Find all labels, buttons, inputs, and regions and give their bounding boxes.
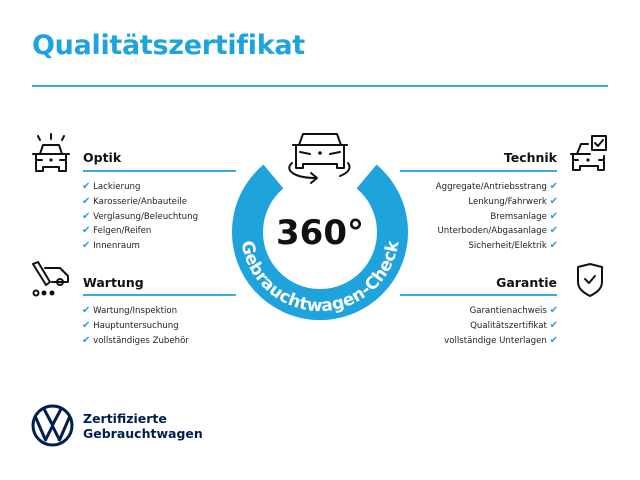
list-wartung: ✔ Wartung/Inspektion ✔ Hauptuntersuchung… [82, 304, 189, 348]
check-icon: ✔ [82, 225, 91, 237]
list-item: ✔ vollständiges Zubehör [82, 334, 189, 346]
check-icon: ✔ [82, 305, 91, 316]
badge-value: 360° [276, 213, 364, 253]
list-item: ✔ Lackierung [82, 181, 141, 192]
check-icon: ✔ [549, 334, 558, 346]
footer-line2: Gebrauchtwagen [83, 426, 203, 441]
car-checkbox-icon [570, 135, 607, 171]
check-icon: ✔ [549, 240, 558, 252]
car-emblem [318, 151, 322, 155]
shield-check-icon [577, 263, 603, 297]
list-item: ✔ Verglasung/Beleuchtung [82, 210, 199, 222]
list-item: ✔ Wartung/Inspektion [82, 305, 178, 316]
check-icon: ✔ [549, 319, 558, 331]
title-divider [32, 85, 608, 87]
check-icon: ✔ [82, 181, 91, 192]
section-heading-garantie: Garantie [496, 275, 557, 290]
list-item: Unterboden/Abgasanlage ✔ [437, 225, 559, 237]
check-icon: ✔ [82, 240, 91, 252]
list-item: Lenkung/Fahrwerk ✔ [468, 195, 558, 207]
page-title: Qualitätszertifikat [32, 30, 305, 61]
vw-logo [31, 404, 74, 447]
list-optik: ✔ Lackierung ✔ Karosserie/Anbauteile ✔ V… [82, 180, 198, 254]
list-item: Qualitätszertifikat ✔ [470, 319, 558, 331]
check-icon: ✔ [82, 334, 91, 346]
list-item: Bremsanlage ✔ [490, 210, 558, 222]
check-icon: ✔ [82, 195, 91, 207]
list-technik: Aggregate/Antriebsstrang ✔ Lenkung/Fahrw… [380, 180, 558, 254]
list-item: ✔ Felgen/Reifen [82, 225, 152, 237]
divider-wartung [83, 294, 236, 296]
divider-technik [400, 170, 557, 172]
list-item: ✔ Karosserie/Anbauteile [82, 195, 188, 207]
car-lights-icon [32, 133, 70, 172]
list-item: vollständige Unterlagen ✔ [444, 334, 558, 346]
car-360-icon [288, 133, 351, 184]
divider-optik [83, 170, 236, 172]
check-icon: ✔ [549, 210, 558, 222]
check-icon: ✔ [549, 305, 558, 316]
list-item: Sicherheit/Elektrik ✔ [468, 240, 558, 252]
check-icon: ✔ [82, 319, 91, 331]
footer-line1: Zertifizierte [83, 411, 167, 426]
section-heading-wartung: Wartung [83, 275, 144, 290]
section-heading-technik: Technik [503, 150, 557, 165]
list-item: Garantienachweis ✔ [469, 305, 558, 316]
check-icon: ✔ [549, 181, 558, 192]
check-icon: ✔ [549, 225, 558, 237]
divider-garantie [400, 294, 557, 296]
section-heading-optik: Optik [83, 150, 122, 165]
badge-ring [232, 164, 408, 321]
list-item: ✔ Innenraum [82, 240, 140, 252]
list-item: Aggregate/Antriebsstrang ✔ [435, 181, 558, 192]
check-icon: ✔ [82, 210, 91, 222]
footer-brand-text: Zertifizierte Gebrauchtwagen [83, 411, 203, 441]
list-garantie: Garantienachweis ✔ Qualitätszertifikat ✔… [380, 304, 558, 348]
service-tool-icon [32, 261, 69, 297]
list-item: ✔ Hauptuntersuchung [82, 319, 179, 331]
check-icon: ✔ [549, 195, 558, 207]
